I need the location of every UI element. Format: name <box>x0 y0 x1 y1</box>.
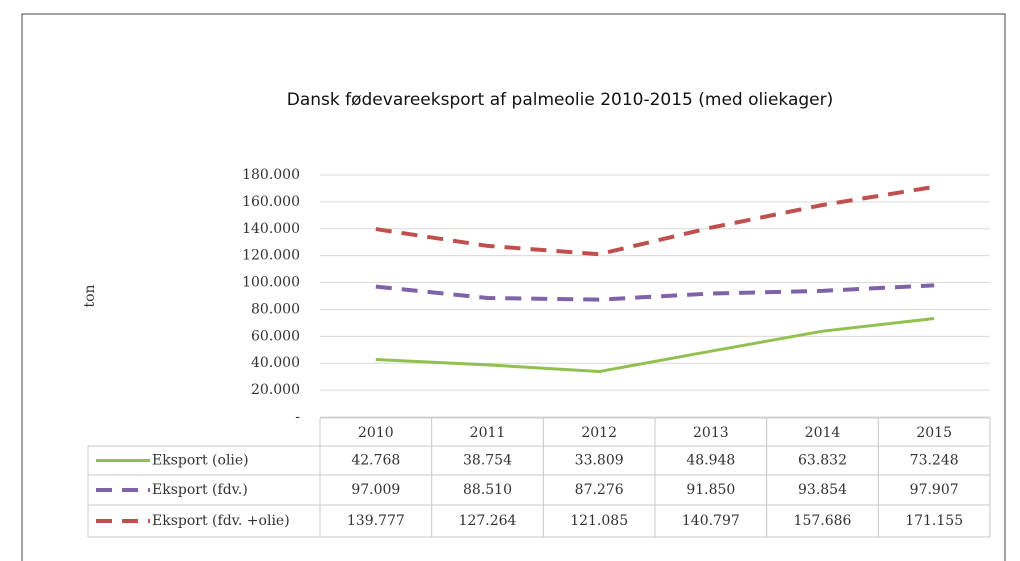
table-cell: 171.155 <box>905 513 963 529</box>
frame <box>21 13 1006 561</box>
x-tick-label: 2013 <box>693 425 729 441</box>
y-tick-label: 40.000 <box>251 355 300 371</box>
y-tick-label: 180.000 <box>242 167 300 183</box>
y-tick-label: 20.000 <box>251 382 300 398</box>
y-tick-label: 80.000 <box>251 301 300 317</box>
x-tick-label: 2014 <box>805 425 841 441</box>
legend-label: Eksport (fdv.) <box>152 482 248 498</box>
table-cell: 87.276 <box>575 482 624 498</box>
y-tick-label: 60.000 <box>251 328 300 344</box>
x-tick-label: 2010 <box>358 425 394 441</box>
series-line <box>375 184 935 257</box>
table-cell: 93.854 <box>798 482 847 498</box>
chart-title: Dansk fødevareeksport af palmeolie 2010-… <box>287 90 834 110</box>
table-cell: 157.686 <box>794 513 852 529</box>
x-tick-label: 2011 <box>470 425 506 441</box>
table-cell: 88.510 <box>463 482 512 498</box>
series-line <box>375 317 935 374</box>
x-tick-label: 2012 <box>581 425 617 441</box>
x-tick-label: 2015 <box>916 425 952 441</box>
table-cell: 97.009 <box>351 482 400 498</box>
series-line <box>375 283 935 302</box>
table-cell: 33.809 <box>575 453 624 469</box>
y-tick-label: 160.000 <box>242 194 300 210</box>
table-cell: 73.248 <box>910 453 959 469</box>
y-tick-label: 140.000 <box>242 221 300 237</box>
table-cell: 42.768 <box>351 453 400 469</box>
table-cell: 63.832 <box>798 453 847 469</box>
table-cell: 97.907 <box>910 482 959 498</box>
table-cell: 121.085 <box>570 513 628 529</box>
legend-label: Eksport (olie) <box>152 453 249 469</box>
table-cell: 91.850 <box>686 482 735 498</box>
table-cell: 140.797 <box>682 513 740 529</box>
table-cell: 127.264 <box>459 513 517 529</box>
y-axis-label: ton <box>82 284 98 307</box>
legend-label: Eksport (fdv. +olie) <box>152 513 290 529</box>
y-tick-label: 100.000 <box>242 275 300 291</box>
table-cell: 48.948 <box>686 453 735 469</box>
table-cell: 139.777 <box>347 513 405 529</box>
table-cell: 38.754 <box>463 453 512 469</box>
y-tick-label: 120.000 <box>242 248 300 264</box>
y-tick-label: - <box>295 409 300 425</box>
